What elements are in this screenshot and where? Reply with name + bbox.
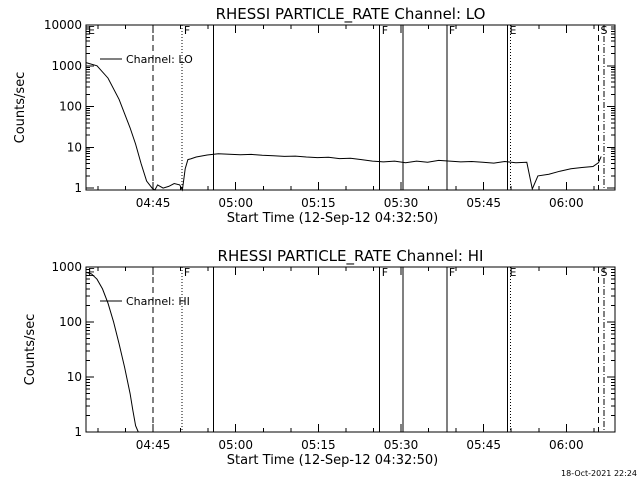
x-tick-label: 05:15 (301, 196, 336, 210)
x-tick-label: 05:30 (384, 438, 419, 452)
y-axis-label: Counts/sec (13, 72, 28, 144)
flag-label: E (510, 24, 517, 37)
y-tick-label: 100 (59, 100, 82, 114)
chart-title: RHESSI PARTICLE_RATE Channel: HI (218, 247, 484, 266)
chart-title: RHESSI PARTICLE_RATE Channel: LO (216, 5, 486, 24)
y-tick-label: 1 (74, 425, 82, 439)
y-tick-label: 10000 (44, 18, 82, 32)
y-axis: 1 10 100 1000 Counts/sec (23, 260, 615, 439)
y-axis: 1 10 100 1000 10000 Counts/sec (13, 18, 615, 195)
y-tick-label: 10 (67, 140, 82, 154)
flag-lines: FFFESE (88, 266, 607, 432)
y-tick-label: 1 (74, 181, 82, 195)
y-axis-label: Counts/sec (23, 314, 38, 386)
flag-label: F (382, 266, 388, 279)
y-tick-label: 1000 (51, 59, 82, 73)
x-tick-label: 05:45 (466, 438, 501, 452)
chart-panel-lo: RHESSI PARTICLE_RATE Channel: LO 1 10 100 10… (13, 5, 616, 226)
x-tick-label: 06:00 (549, 438, 584, 452)
generated-timestamp: 18-Oct-2021 22:24 (561, 469, 637, 478)
flag-lines: FFFESE (88, 24, 607, 190)
corner-flag-label: E (88, 24, 95, 37)
legend-label: Channel: LO (126, 53, 193, 66)
y-tick-label: 1000 (51, 260, 82, 274)
flag-label: F (184, 24, 190, 37)
x-axis: 04:45 05:00 05:15 05:30 05:45 06:00 Start Time… (97, 267, 595, 468)
x-axis: 04:45 05:00 05:15 05:30 05:45 06:00 Start Time… (97, 25, 595, 226)
series-line (85, 271, 139, 433)
flag-label: F (382, 24, 388, 37)
chart-panel-hi: RHESSI PARTICLE_RATE Channel: HI 1 10 100 10… (23, 247, 616, 468)
x-tick-label: 05:30 (384, 196, 419, 210)
flag-label: E (510, 266, 517, 279)
plot-frame (85, 24, 616, 191)
x-axis-label: Start Time (12-Sep-12 04:32:50) (227, 453, 438, 468)
legend: Channel: LO (100, 53, 193, 66)
x-tick-label: 05:00 (218, 196, 253, 210)
legend: Channel: HI (100, 295, 190, 308)
x-axis-label: Start Time (12-Sep-12 04:32:50) (227, 211, 438, 226)
y-tick-label: 100 (59, 315, 82, 329)
flag-label: F (449, 24, 455, 37)
flag-label: F (449, 266, 455, 279)
flag-label: F (184, 266, 190, 279)
x-tick-label: 06:00 (549, 196, 584, 210)
x-tick-label: 05:00 (218, 438, 253, 452)
y-tick-label: 10 (67, 370, 82, 384)
plot-frame (85, 266, 616, 433)
x-tick-label: 04:45 (136, 438, 171, 452)
corner-flag-label: E (88, 266, 95, 279)
x-tick-label: 05:45 (466, 196, 501, 210)
x-tick-label: 04:45 (136, 196, 171, 210)
x-tick-label: 05:15 (301, 438, 336, 452)
series-line (85, 62, 602, 192)
legend-label: Channel: HI (126, 295, 190, 308)
